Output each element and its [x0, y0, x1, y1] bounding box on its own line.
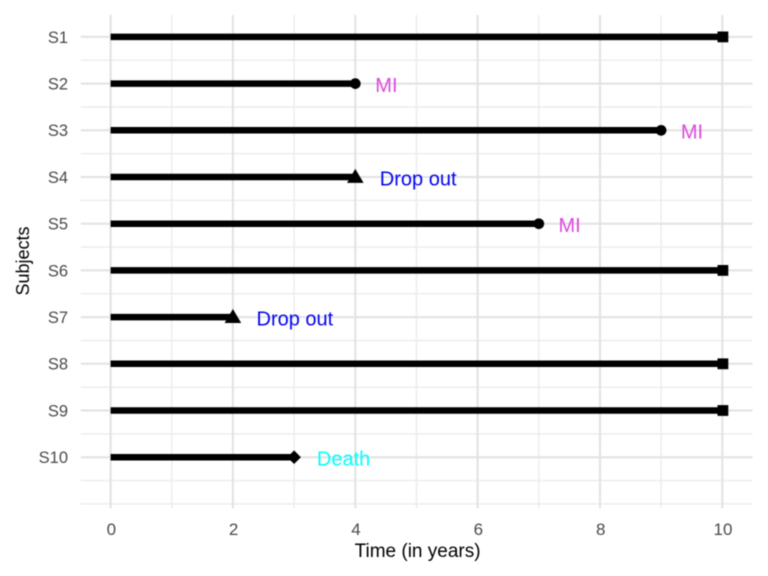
svg-text:S10: S10: [39, 449, 68, 467]
svg-text:Drop out: Drop out: [380, 168, 457, 190]
svg-text:10: 10: [714, 520, 733, 539]
svg-text:2: 2: [229, 520, 238, 539]
svg-text:MI: MI: [559, 215, 581, 237]
svg-text:S6: S6: [48, 262, 68, 280]
svg-text:S7: S7: [48, 309, 68, 327]
svg-text:MI: MI: [375, 75, 397, 97]
svg-text:8: 8: [596, 520, 605, 539]
svg-text:S8: S8: [48, 356, 68, 374]
svg-text:Subjects: Subjects: [13, 226, 33, 295]
svg-text:S1: S1: [48, 29, 68, 47]
svg-text:S3: S3: [48, 122, 68, 140]
svg-text:Time (in years): Time (in years): [355, 541, 481, 562]
svg-text:S4: S4: [48, 169, 68, 187]
svg-text:Death: Death: [317, 449, 370, 471]
svg-text:6: 6: [474, 520, 483, 539]
svg-text:MI: MI: [681, 122, 703, 144]
svg-text:Drop out: Drop out: [257, 308, 334, 330]
svg-text:S2: S2: [48, 76, 68, 94]
svg-text:4: 4: [351, 520, 360, 539]
svg-text:S9: S9: [48, 402, 68, 420]
svg-text:S5: S5: [48, 216, 68, 234]
svg-text:0: 0: [107, 520, 116, 539]
